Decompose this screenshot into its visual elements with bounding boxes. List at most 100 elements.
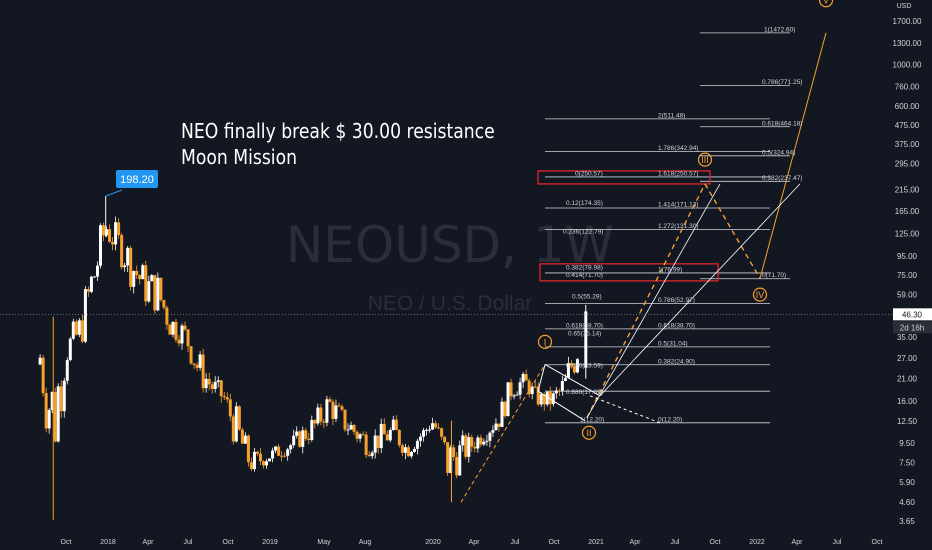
channel-line <box>537 390 586 422</box>
candle-body <box>491 430 495 433</box>
price-tag-value: 46.30 <box>902 310 923 319</box>
watermark-ticker: NEOUSD, 1W <box>286 216 614 274</box>
candle-body <box>331 401 335 419</box>
candle-body <box>292 435 296 446</box>
candle-body <box>467 437 471 457</box>
candle-body <box>162 300 166 308</box>
fib-label: 1(76.99) <box>658 266 682 273</box>
candle-body <box>557 390 561 392</box>
candle-body <box>153 275 157 311</box>
countdown-value: 2d 16h <box>900 323 924 332</box>
candle-body <box>147 281 151 302</box>
x-tick-label: 2022 <box>749 539 765 546</box>
candle-body <box>563 377 567 382</box>
wave-label-circle <box>818 0 834 8</box>
candle-body <box>428 429 432 431</box>
candle-body <box>482 441 486 445</box>
candle-body <box>225 397 229 400</box>
resistance-box-upper <box>537 170 711 185</box>
channel-line <box>544 364 601 397</box>
fib-label: 0.786(52.97) <box>658 297 695 304</box>
candle-body <box>533 386 537 388</box>
x-tick-label: 2020 <box>425 539 441 546</box>
candle-body <box>500 401 504 427</box>
candle-body <box>47 409 51 429</box>
fib-label: 0.65(35.14) <box>568 330 601 337</box>
candle-body <box>92 276 96 278</box>
fib-label: 0.414(71.70) <box>566 272 603 279</box>
candle-body <box>346 429 350 431</box>
candle-body <box>255 451 259 454</box>
y-tick-label: 375.00 <box>895 140 920 149</box>
candle-body <box>252 451 256 470</box>
fib-label: 0.12(174.35) <box>566 200 603 207</box>
candle-body <box>180 325 184 344</box>
candle-body <box>298 431 302 447</box>
candle-body <box>77 320 81 335</box>
wave-label-circle <box>752 287 768 302</box>
wave-label-circle <box>537 334 553 349</box>
candle-body <box>394 419 398 431</box>
y-tick-label: 3.65 <box>899 517 915 526</box>
wave-label: I <box>544 337 547 347</box>
candle-body <box>71 321 75 339</box>
candle-body <box>452 447 456 458</box>
candle-body <box>334 405 338 419</box>
candle-body <box>409 451 413 457</box>
candle-body <box>412 448 416 452</box>
fib-label: 0.886(17.09) <box>566 389 603 396</box>
fib-label: 1.786(342.94) <box>658 145 698 152</box>
candles <box>38 196 588 520</box>
candle-body <box>68 338 72 361</box>
x-tick-label: Oct <box>710 539 721 546</box>
x-tick-label: 2021 <box>588 539 604 546</box>
x-tick-label: Jul <box>671 539 680 546</box>
wave-line-3 <box>586 183 706 418</box>
candle-body <box>86 289 90 292</box>
candle-body <box>117 222 121 236</box>
candle-body <box>289 445 293 450</box>
y-tick-label: 295.00 <box>895 160 920 169</box>
candle-body <box>470 437 474 447</box>
candle-body <box>521 373 525 383</box>
candle-body <box>431 423 435 430</box>
y-tick-label: 35.00 <box>897 333 918 342</box>
candle-body <box>258 453 262 462</box>
x-tick-label: Oct <box>872 539 883 546</box>
x-tick-label: May <box>317 539 331 546</box>
candle-body <box>361 434 365 436</box>
fib-label: 0.786(771.25) <box>762 79 802 86</box>
candle-body <box>403 447 407 453</box>
candle-body <box>437 427 441 429</box>
candle-body <box>53 391 57 442</box>
candle-body <box>274 446 278 451</box>
fib-label: 0.618(38.70) <box>658 322 695 329</box>
wave-label-circle <box>581 425 597 440</box>
fib-label: 0.618(464.18) <box>762 120 802 127</box>
channel-line <box>586 183 721 418</box>
y-tick-label: 1700.00 <box>893 17 922 26</box>
candle-body <box>228 399 232 417</box>
candle-body <box>440 428 444 437</box>
candle-body <box>545 391 549 405</box>
candle-body <box>340 406 344 410</box>
candle-body <box>536 386 540 405</box>
candle-body <box>129 247 133 287</box>
candle-body <box>446 442 450 473</box>
candle-body <box>186 329 190 347</box>
countdown-tag <box>893 321 932 334</box>
candle-body <box>575 359 579 373</box>
fib-label: 1.618(250.57) <box>658 170 698 177</box>
candle-body <box>144 265 148 302</box>
x-tick-label: Jul <box>833 539 842 546</box>
candle-body <box>458 445 462 476</box>
candle-body <box>120 235 124 268</box>
candle-body <box>307 438 311 440</box>
y-tick-label: 475.00 <box>895 121 920 130</box>
wave-label: V <box>823 0 829 6</box>
y-tick-label: 1300.00 <box>893 39 922 48</box>
candle-body <box>422 430 426 437</box>
fib-label: 1.272(131.30) <box>658 223 698 230</box>
